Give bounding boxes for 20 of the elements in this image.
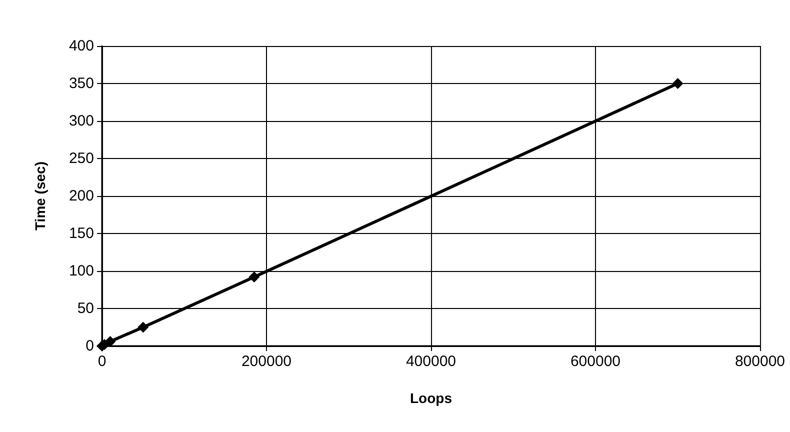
x-tick-label: 200000 xyxy=(241,353,292,370)
point xyxy=(138,322,149,333)
point xyxy=(104,336,116,347)
y-tick-label: 400 xyxy=(68,38,94,54)
y-axis-title: Time (sec) xyxy=(32,162,48,230)
x-tick-label: 600000 xyxy=(570,353,621,370)
y-tick-label: 150 xyxy=(68,225,94,242)
point xyxy=(248,272,260,282)
x-axis-title: Loops xyxy=(410,390,452,406)
x-tick-label: 400000 xyxy=(406,353,456,370)
y-tick-label: 100 xyxy=(68,262,94,280)
point xyxy=(672,78,684,89)
y-tick-label: 300 xyxy=(68,112,94,130)
x-tick-label: 800000 xyxy=(734,353,786,370)
y-tick-label: 250 xyxy=(68,150,94,167)
y-tick-label: 50 xyxy=(77,300,94,317)
y-tick-label: 0 xyxy=(86,338,94,354)
y-tick-label: 200 xyxy=(68,188,94,204)
x-tick-label: 0 xyxy=(98,353,106,370)
y-tick-label: 350 xyxy=(68,75,94,92)
